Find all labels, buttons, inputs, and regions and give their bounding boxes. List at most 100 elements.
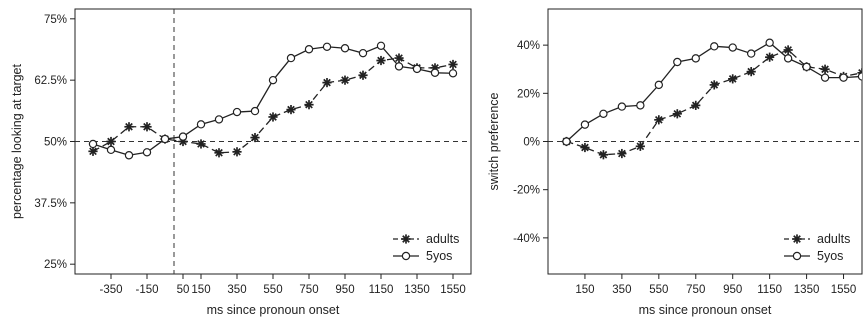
data-point-adults	[304, 100, 314, 110]
data-point-5yos	[636, 101, 645, 110]
data-point-5yos	[746, 49, 756, 58]
y-axis-label: switch preference	[487, 92, 501, 190]
data-point-adults	[250, 132, 260, 143]
data-point-adults	[783, 45, 793, 55]
data-point-adults-stroke	[305, 100, 313, 109]
x-tick-label: 1150	[757, 284, 782, 296]
data-point-5yos	[394, 62, 404, 71]
x-tick-label: 150	[575, 284, 594, 296]
legend-label-adults: adults	[426, 232, 459, 246]
legend: adults 5yos	[393, 232, 459, 263]
data-point-adults-stroke	[89, 147, 97, 156]
x-tick-label: 1150	[369, 284, 394, 296]
data-point-5yos	[250, 106, 260, 116]
legend-marker-adults	[401, 234, 411, 244]
x-tick-label: 1350	[404, 284, 430, 296]
data-point-5yos	[802, 62, 811, 72]
data-point-5yos	[580, 120, 590, 129]
data-point-adults	[598, 150, 609, 160]
x-tick-label: 550	[649, 284, 668, 296]
legend-label-adults: adults	[817, 232, 850, 246]
data-point-5yos	[322, 42, 332, 51]
data-point-adults-stroke	[784, 46, 792, 54]
data-point-adults-stroke	[233, 147, 241, 156]
data-point-adults-stroke	[765, 53, 774, 62]
data-point-adults	[746, 67, 756, 77]
data-point-5yos	[286, 53, 296, 63]
data-point-5yos	[430, 68, 440, 77]
y-axis-label: percentage looking at target	[10, 63, 24, 218]
x-tick-label: -150	[135, 284, 158, 296]
data-point-5yos	[617, 102, 627, 111]
data-point-adults	[394, 53, 404, 63]
data-point-adults-stroke	[197, 140, 205, 148]
y-tick-label: 62.5%	[34, 75, 67, 87]
data-point-5yos	[820, 73, 830, 82]
data-point-5yos	[268, 75, 278, 85]
data-point-5yos	[304, 45, 314, 54]
data-point-adults-stroke	[858, 68, 862, 75]
y-tick-label: 37.5%	[34, 198, 67, 210]
data-point-adults-stroke	[269, 113, 277, 121]
x-tick-label: 950	[723, 284, 742, 296]
data-point-5yos	[839, 73, 848, 82]
data-point-adults	[635, 141, 645, 151]
chart-panel-left: 25% 37.5% 50% 62.5% 75% -350 -150 50 150 350 550 75…	[10, 8, 472, 317]
data-point-5yos	[124, 151, 134, 160]
y-tick-label: -40%	[513, 233, 540, 245]
y-tick-label: 50%	[44, 137, 67, 149]
series-line-adults	[566, 49, 862, 156]
legend-label-5yos: 5yos	[817, 249, 843, 263]
data-point-adults	[124, 122, 134, 132]
data-point-5yos	[376, 41, 386, 51]
data-point-5yos	[765, 38, 774, 47]
data-point-adults	[106, 136, 116, 147]
x-axis-label: ms since pronoun onset	[639, 303, 772, 317]
data-point-adults	[214, 148, 224, 158]
legend-marker-adults-stroke	[793, 235, 801, 243]
data-point-adults-stroke	[287, 105, 295, 114]
data-point-adults-stroke	[395, 54, 403, 62]
series-5yos	[88, 41, 458, 160]
legend-label-5yos: 5yos	[426, 249, 452, 263]
legend: adults 5yos	[784, 232, 850, 263]
x-tick-label: 550	[263, 284, 282, 296]
data-point-5yos	[654, 80, 664, 90]
data-point-5yos	[673, 57, 682, 67]
data-point-5yos	[178, 132, 188, 141]
data-point-5yos	[160, 134, 170, 144]
data-point-adults	[340, 75, 350, 85]
data-point-adults	[728, 74, 738, 84]
data-point-adults	[376, 55, 386, 66]
y-tick-label: 25%	[44, 259, 67, 271]
x-tick-label: 350	[227, 284, 246, 296]
data-point-adults	[232, 147, 242, 157]
data-point-adults-stroke	[359, 71, 367, 80]
x-tick-label: 950	[335, 284, 354, 296]
data-point-adults	[580, 142, 590, 153]
data-point-adults	[268, 112, 278, 122]
data-point-adults-stroke	[377, 56, 385, 65]
data-point-adults	[617, 148, 627, 159]
y-tick-label: -20%	[513, 185, 540, 197]
y-tick-label: 40%	[517, 40, 540, 52]
data-point-adults-stroke	[618, 149, 626, 158]
x-tick-label: 750	[686, 284, 705, 296]
data-point-5yos	[710, 42, 719, 51]
data-point-adults	[142, 122, 152, 132]
data-point-adults-stroke	[636, 142, 645, 151]
data-point-adults	[709, 80, 719, 90]
data-point-5yos	[412, 64, 422, 74]
data-point-adults-stroke	[125, 122, 133, 131]
data-point-5yos	[196, 120, 206, 129]
data-point-adults	[286, 105, 296, 115]
data-point-adults-stroke	[215, 148, 223, 157]
series-adults	[561, 45, 862, 160]
data-point-adults	[691, 100, 701, 110]
x-tick-label: 150	[191, 284, 210, 296]
data-point-adults	[654, 115, 664, 125]
data-point-adults-stroke	[251, 133, 259, 142]
series-5yos	[562, 38, 862, 146]
data-point-5yos	[106, 145, 116, 155]
data-point-adults-stroke	[341, 76, 349, 85]
